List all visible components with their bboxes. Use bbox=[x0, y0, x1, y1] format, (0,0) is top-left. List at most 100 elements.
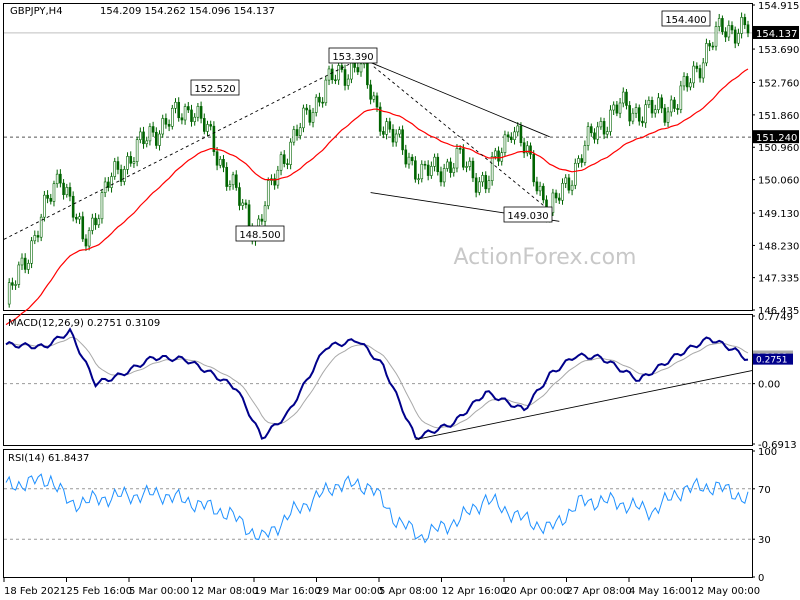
x-tick-label: 12 Apr 16:00 bbox=[442, 586, 507, 597]
candle-body bbox=[305, 107, 308, 111]
candle-body bbox=[282, 154, 286, 164]
candle-body bbox=[241, 202, 244, 206]
symbol-label: GBPJPY,H4 bbox=[10, 6, 63, 17]
candle-body bbox=[158, 133, 161, 146]
rsi-panel bbox=[3, 449, 753, 578]
candle-body bbox=[378, 106, 382, 132]
price-tick-label: 148.230 bbox=[758, 241, 799, 252]
candle-body bbox=[446, 161, 449, 169]
candle-body bbox=[123, 169, 126, 182]
candle-body bbox=[84, 238, 88, 247]
price-annotation-label: 152.520 bbox=[194, 84, 235, 95]
candle-body bbox=[689, 82, 692, 88]
candle-body bbox=[407, 156, 411, 165]
candle-body bbox=[497, 150, 500, 162]
candle-body bbox=[308, 109, 312, 123]
candle-body bbox=[417, 178, 420, 181]
candle-body bbox=[641, 120, 644, 124]
candle-body bbox=[714, 26, 718, 47]
candle-body bbox=[91, 217, 94, 231]
candle-body bbox=[452, 167, 456, 173]
candle-body bbox=[145, 140, 149, 145]
price-annotation-box bbox=[503, 206, 553, 223]
macd-panel bbox=[3, 314, 753, 446]
x-tick-label: 4 May 16:00 bbox=[629, 586, 691, 597]
candle-body bbox=[234, 174, 238, 188]
candle-body bbox=[410, 156, 414, 162]
candle-body bbox=[471, 160, 475, 179]
candle-body bbox=[353, 62, 356, 68]
candle-body bbox=[17, 264, 21, 285]
candle-body bbox=[401, 129, 404, 151]
retrace-dashed-line bbox=[373, 66, 550, 211]
candle-body bbox=[442, 168, 446, 183]
candle-body bbox=[519, 125, 523, 143]
candle-body bbox=[535, 181, 539, 192]
candle-body bbox=[676, 108, 679, 110]
candle-body bbox=[577, 158, 580, 164]
candle-body bbox=[404, 149, 408, 165]
candle-body bbox=[663, 107, 667, 123]
candle-body bbox=[180, 117, 184, 121]
x-tick-label: 12 May 00:00 bbox=[692, 586, 761, 597]
candle-body bbox=[462, 148, 465, 168]
x-tick-label: 5 Mar 00:00 bbox=[129, 586, 189, 597]
macd-main-line bbox=[5, 327, 749, 441]
candle-body bbox=[346, 78, 350, 86]
rsi-label: RSI(14) 61.8437 bbox=[8, 453, 89, 464]
price-annotation-box bbox=[235, 225, 285, 242]
candle-body bbox=[244, 202, 248, 206]
candle-body bbox=[609, 109, 612, 132]
candle-body bbox=[20, 257, 24, 266]
candle-body bbox=[68, 187, 72, 197]
price-layer: 152.520 153.390 148.500 149.030 154.400 bbox=[3, 10, 752, 326]
candle-body bbox=[119, 169, 123, 182]
candle-body bbox=[430, 166, 433, 176]
watermark: ActionForex.com bbox=[454, 245, 637, 270]
candle-body bbox=[682, 76, 686, 87]
candle-body bbox=[225, 166, 228, 187]
candle-body bbox=[532, 154, 536, 183]
candle-body bbox=[129, 156, 133, 164]
candle-body bbox=[209, 124, 212, 127]
candle-body bbox=[653, 109, 657, 114]
candle-body bbox=[634, 107, 638, 114]
candle-body bbox=[685, 76, 689, 88]
macd-tag-label: 0.2751 bbox=[756, 356, 788, 366]
candle-body bbox=[426, 164, 430, 176]
candle-body bbox=[318, 96, 321, 103]
candle-body bbox=[324, 79, 328, 104]
candle-body bbox=[628, 105, 631, 122]
candle-body bbox=[439, 171, 443, 183]
candle-body bbox=[637, 107, 641, 122]
price-annotation-label: 153.390 bbox=[332, 52, 373, 63]
candle-body bbox=[330, 68, 334, 81]
candle-body bbox=[75, 216, 78, 220]
price-tick-label: 153.690 bbox=[758, 45, 799, 56]
price-tick-label: 152.760 bbox=[758, 79, 799, 90]
candle-body bbox=[164, 118, 168, 125]
candle-body bbox=[27, 263, 30, 270]
candle-body bbox=[717, 18, 721, 27]
candle-body bbox=[625, 91, 628, 106]
candle-body bbox=[647, 99, 651, 106]
candle-body bbox=[612, 104, 615, 111]
rsi-tick-label: 70 bbox=[758, 485, 771, 496]
candle-body bbox=[564, 177, 567, 184]
candle-body bbox=[279, 154, 283, 171]
candle-body bbox=[187, 106, 190, 111]
candle-body bbox=[561, 182, 564, 201]
candle-body bbox=[631, 112, 635, 122]
candle-body bbox=[391, 128, 395, 143]
candle-body bbox=[183, 106, 187, 121]
candle-body bbox=[39, 216, 43, 238]
candle-body bbox=[414, 160, 417, 180]
price-annotation-box bbox=[328, 47, 378, 64]
candle-body bbox=[30, 240, 33, 264]
candle-body bbox=[327, 68, 331, 81]
price-tick-label: 154.915 bbox=[758, 1, 799, 12]
candle-body bbox=[423, 163, 427, 166]
candle-body bbox=[599, 121, 603, 128]
candle-body bbox=[737, 33, 740, 44]
macd-signal-line bbox=[5, 336, 749, 429]
